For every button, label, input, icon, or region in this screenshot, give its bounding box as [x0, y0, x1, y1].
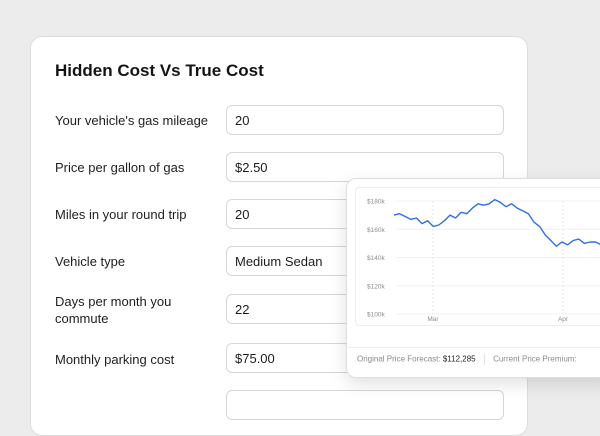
commute-days-label: Days per month you commute	[55, 294, 172, 326]
series-line	[393, 198, 600, 247]
premium-label: Current Price Premium:	[493, 354, 577, 364]
gas-price-label: Price per gallon of gas	[55, 160, 185, 175]
x-tick-label: Apr	[558, 316, 569, 323]
price-chart-popup: $180k $160k $140k $120k $100k Mar Apr Original…	[346, 178, 600, 378]
vehicle-type-label: Vehicle type	[55, 254, 126, 269]
chart-footer: Original Price Forecast: $112,285 Curren…	[347, 347, 600, 370]
gas-mileage-label: Your vehicle's gas mileage	[55, 113, 209, 128]
gas-price-input[interactable]	[226, 152, 504, 182]
y-tick-label: $140k	[367, 255, 385, 262]
card-title: Hidden Cost Vs True Cost	[55, 61, 264, 80]
forecast-label: Original Price Forecast:	[357, 354, 441, 364]
y-tick-label: $120k	[367, 283, 385, 290]
chart-area: $180k $160k $140k $120k $100k Mar Apr	[355, 187, 600, 326]
round-trip-label: Miles in your round trip	[55, 207, 187, 222]
x-tick-label: Mar	[427, 316, 439, 323]
next-row-input[interactable]	[226, 390, 504, 420]
forecast-value: $112,285	[442, 354, 476, 364]
y-tick-label: $160k	[367, 227, 385, 234]
gas-mileage-input[interactable]	[226, 105, 504, 135]
footer-divider	[483, 354, 485, 365]
line-chart: $180k $160k $140k $120k $100k Mar Apr	[367, 198, 600, 323]
parking-cost-label: Monthly parking cost	[55, 352, 175, 367]
y-tick-label: $180k	[367, 199, 385, 206]
y-tick-label: $100k	[367, 312, 385, 319]
